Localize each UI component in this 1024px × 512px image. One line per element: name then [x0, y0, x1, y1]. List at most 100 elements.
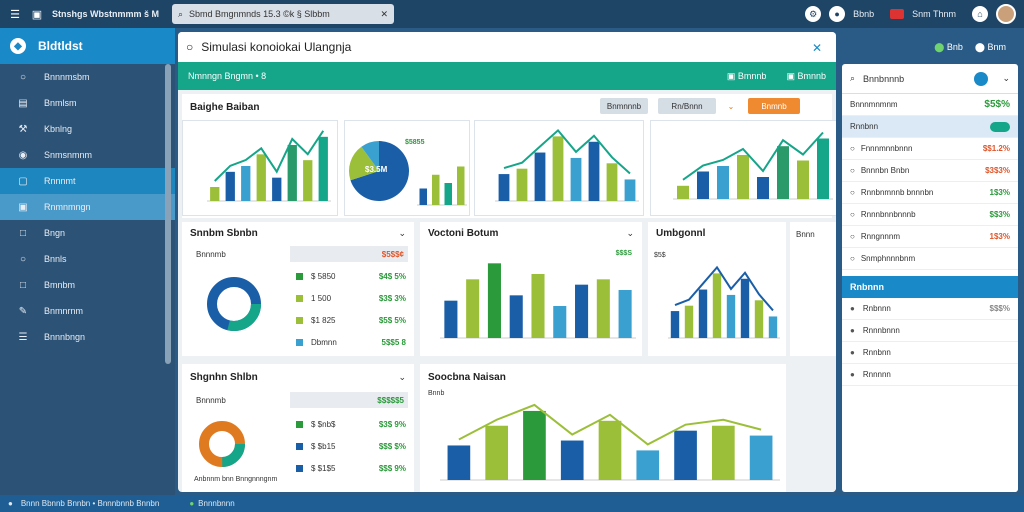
status-text: Bnnn Bbnnb Bnnbn • Bnnnbnnb Bnnbn — [20, 499, 160, 508]
action-button[interactable]: Bnmnb — [748, 98, 800, 114]
column-header: Bnnnmb — [196, 396, 226, 405]
list-item-label: Fnnnmnnbnnn — [860, 144, 913, 153]
chevron-down-icon[interactable]: ⌄ — [398, 228, 406, 238]
section-side-2 — [790, 364, 836, 492]
radio-icon[interactable]: ○ — [850, 188, 855, 197]
bar — [534, 152, 546, 201]
list-item[interactable]: ● Rnbnnn $$$% — [842, 298, 1018, 320]
legend-row: $ 5850 $4$ 5% — [296, 272, 406, 281]
bar — [498, 174, 510, 201]
sidebar-item[interactable]: ☰ Bnnnbngn — [0, 324, 175, 350]
sidebar-item-icon: ▢ — [18, 175, 28, 187]
list-item[interactable]: ○ Snmphnnnbnm — [842, 248, 1018, 270]
trend-line — [674, 265, 774, 312]
radio-icon[interactable]: ○ — [850, 232, 855, 241]
settings-icon[interactable]: ⚙ — [805, 6, 822, 22]
home-icon[interactable]: ⌂ — [972, 6, 988, 22]
tab-1[interactable]: Bnmnnnb — [600, 98, 648, 114]
toolbar-label: Nmnngn Bngmn • 8 — [188, 71, 267, 81]
filter-icon[interactable] — [974, 71, 989, 86]
list-item[interactable]: ○ Fnnnmnnbnnn $$1.2% — [842, 138, 1018, 160]
topbar-link-2[interactable]: Snm Thnm — [912, 9, 956, 19]
menu-icon[interactable]: ☰ — [10, 8, 20, 21]
list-item[interactable]: ○ Rnnnbnnbnnnb $$3% — [842, 204, 1018, 226]
bar — [509, 295, 523, 338]
bar — [272, 177, 282, 201]
legend-swatch — [296, 339, 303, 346]
sidebar-item[interactable]: ✎ Bnmnrnm — [0, 298, 175, 324]
window-title-bar: ○ Simulasi konoiokai Ulangnja ✕ — [178, 32, 836, 62]
header-link-a[interactable]: ⬤ Bnb — [934, 41, 963, 52]
toolbar-button-2[interactable]: ▣ Bmnnb — [786, 70, 826, 81]
app-title: Stnshgs Wbstnmmm š M — [52, 9, 160, 19]
radio-icon[interactable]: ○ — [850, 254, 855, 263]
sidebar-item-icon: ○ — [19, 71, 27, 83]
sidebar-item-label: Bngn — [44, 228, 66, 238]
search-input[interactable]: ⌕ Sbmd Bmgnmnds 15.3 ©k § Slbbm ✕ — [172, 4, 394, 24]
list-item[interactable]: ● Rnnbnn — [842, 342, 1018, 364]
list-item[interactable]: ● Rnnnbnnn — [842, 320, 1018, 342]
section-title: Soocbna Naisan — [428, 372, 506, 383]
legend-value: $5$ 5% — [378, 316, 406, 325]
sidebar-item[interactable]: ⚒ Kbnlng — [0, 116, 175, 142]
section-line-2: Umbgonnl $5$ — [648, 222, 786, 356]
close-icon[interactable]: ✕ — [811, 41, 822, 55]
bar — [674, 430, 697, 480]
pie-label: $5855 — [405, 139, 425, 146]
sidebar-item[interactable]: ○ Bnnnmsbm — [0, 64, 175, 90]
bar — [624, 179, 636, 201]
list-item[interactable]: ○ Rnnbnmnnb bnnnbn 1$3% — [842, 182, 1018, 204]
user-icon[interactable]: ● — [829, 6, 846, 22]
legend-label: 1 500 — [311, 294, 332, 303]
sidebar-item-icon: ▤ — [18, 97, 28, 109]
list-item[interactable]: ○ Rnngnnnm 1$3% — [842, 226, 1018, 248]
sidebar-item[interactable]: □ Bmnbm — [0, 272, 175, 298]
list-item-label: Rnnnnn — [862, 370, 891, 379]
sidebar-item[interactable]: ▢ Rnnnmt — [0, 168, 175, 194]
radio-icon[interactable]: ○ — [850, 144, 855, 153]
radio-icon[interactable]: ○ — [850, 210, 855, 219]
chevron-down-icon[interactable]: ⌄ — [727, 101, 735, 111]
section-side: Bnnn — [790, 222, 836, 356]
chevron-down-icon[interactable]: ⌄ — [398, 372, 406, 382]
sidebar-item[interactable]: □ Bngn — [0, 220, 175, 246]
sidebar-item-label: Rnnnmt — [44, 176, 76, 186]
pie-value: $3.5M — [365, 165, 388, 174]
bar — [817, 138, 829, 199]
logo-icon: ◆ — [10, 38, 26, 54]
close-icon[interactable]: ✕ — [380, 8, 388, 19]
header-link-b[interactable]: ⬤ Bnm — [974, 41, 1006, 52]
list-item[interactable]: ○ Bnnnbn Bnbn $3$3% — [842, 160, 1018, 182]
sidebar-item[interactable]: ○ Bnnls — [0, 246, 175, 272]
bar — [598, 420, 622, 480]
bar — [749, 435, 773, 480]
chevron-down-icon[interactable]: ⌄ — [1002, 73, 1010, 83]
pie-slice — [350, 141, 409, 201]
legend-value: $$$ 9% — [378, 464, 406, 473]
chevron-down-icon[interactable]: ⌄ — [626, 228, 634, 238]
status-icon: ● — [8, 499, 13, 508]
toolbar-button-1[interactable]: ▣ Bmnnb — [726, 70, 767, 81]
sidebar-item[interactable]: ▣ Rnmnmngn — [0, 194, 175, 220]
list-item[interactable]: ● Rnnnnn — [842, 364, 1018, 386]
bar — [225, 171, 235, 201]
list-item-value: 1$3% — [989, 188, 1010, 197]
bar — [618, 290, 632, 338]
sidebar-scrollbar[interactable] — [165, 64, 171, 364]
topbar-link-1[interactable]: Bbnb — [853, 9, 875, 19]
right-search[interactable]: ⌕ Bnnbnnnb ⌄ — [842, 64, 1018, 94]
sidebar-item[interactable]: ▤ Bnmlsm — [0, 90, 175, 116]
sidebar-item-label: Bnnls — [44, 254, 67, 264]
radio-icon[interactable]: ○ — [850, 166, 855, 175]
bullet-icon: ● — [850, 370, 855, 379]
legend-label: $ 5850 — [311, 272, 336, 281]
avatar[interactable] — [996, 4, 1016, 24]
legend-value: $3$ 9% — [378, 420, 406, 429]
status-bar: ● Bnnn Bbnnb Bnnbn • Bnnnbnnb Bnnbn ● Bn… — [0, 495, 1024, 512]
bar — [677, 185, 689, 199]
sidebar-item[interactable]: ◉ Snmsnmnm — [0, 142, 175, 168]
toggle-switch[interactable] — [990, 121, 1010, 132]
tab-2[interactable]: Rn/Bnnn — [658, 98, 716, 114]
toggle-row[interactable]: Rnnbnn — [842, 116, 1018, 138]
section-title: Shgnhn Shlbn — [190, 372, 258, 383]
